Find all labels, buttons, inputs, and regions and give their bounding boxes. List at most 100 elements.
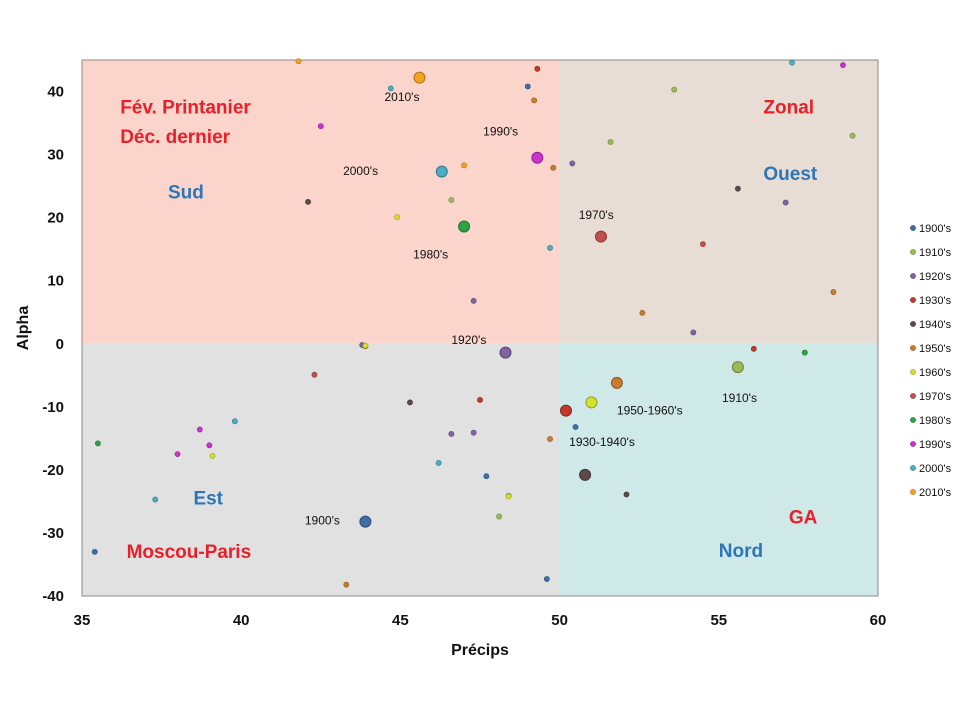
- data-point: [477, 396, 483, 403]
- legend-entry: 1960's: [919, 367, 952, 379]
- region-label: GA: [789, 507, 818, 528]
- y-tick-label: -30: [42, 525, 64, 542]
- data-point: [550, 164, 557, 171]
- y-tick-label: 30: [47, 147, 64, 164]
- data-point: [524, 83, 531, 90]
- data-point: [470, 297, 477, 304]
- y-tick-label: -10: [42, 399, 64, 416]
- y-tick-label: -40: [42, 588, 64, 605]
- data-point: [305, 198, 311, 205]
- decade-mean-point: [585, 396, 598, 409]
- legend-marker: [910, 441, 916, 447]
- x-axis-title: Précips: [451, 642, 509, 659]
- data-point: [295, 58, 302, 65]
- legend-marker: [910, 273, 916, 279]
- data-point: [470, 429, 477, 436]
- decade-label: 1930-1940's: [569, 435, 635, 449]
- legend-entry: 1930's: [919, 295, 952, 307]
- legend-entry: 1910's: [919, 247, 952, 259]
- region-label: Est: [193, 489, 223, 510]
- decade-label: 1950-1960's: [617, 403, 683, 417]
- legend-marker: [910, 249, 916, 255]
- legend-marker: [910, 369, 916, 375]
- data-point: [206, 442, 213, 449]
- quadrant-top-left: [82, 60, 560, 344]
- decade-mean-point: [359, 515, 372, 528]
- decade-mean-point: [458, 220, 471, 233]
- quadrant-backgrounds: [82, 60, 878, 596]
- y-tick-label: 40: [47, 84, 64, 101]
- decade-mean-point: [731, 361, 744, 374]
- data-point: [174, 451, 181, 458]
- legend-marker: [910, 417, 916, 423]
- legend-entry: 1980's: [919, 415, 952, 427]
- data-point: [547, 436, 553, 442]
- data-point: [789, 59, 795, 66]
- quadrant-top-right: [559, 60, 878, 344]
- legend-entry: 1920's: [919, 271, 952, 283]
- data-point: [639, 309, 646, 316]
- decade-label: 1900's: [305, 514, 340, 528]
- data-point: [448, 431, 455, 437]
- data-point: [317, 123, 324, 130]
- region-label: Sud: [168, 183, 204, 204]
- legend-marker: [910, 393, 916, 399]
- data-point: [483, 473, 490, 480]
- y-tick-label: 10: [47, 273, 64, 290]
- decade-label: 2010's: [384, 90, 419, 104]
- data-point: [801, 349, 808, 356]
- region-label: Déc. dernier: [120, 127, 230, 148]
- region-labels: Fév. Printanier Déc. dernier Sud Zonal Ouest…: [120, 98, 818, 564]
- legend-marker: [910, 489, 916, 495]
- x-tick-label: 35: [74, 612, 91, 629]
- region-label: Moscou-Paris: [127, 542, 252, 563]
- data-point: [547, 245, 553, 251]
- legend-entry: 1950's: [919, 343, 952, 355]
- plot-border: [81, 59, 879, 597]
- data-point: [95, 440, 101, 447]
- data-point: [407, 399, 413, 406]
- legend-marker: [910, 225, 916, 231]
- data-point: [671, 86, 678, 93]
- decade-label: 2000's: [343, 164, 378, 178]
- x-tick-label: 60: [870, 612, 887, 629]
- data-point: [830, 289, 837, 295]
- data-point: [209, 453, 216, 459]
- data-point: [534, 65, 541, 72]
- x-tick-label: 40: [233, 612, 250, 629]
- y-axis-ticks: -40 -30 -20 -10 0 10 20 30 40: [42, 84, 64, 605]
- legend-marker: [910, 321, 916, 327]
- legend-entry: 1940's: [919, 319, 952, 331]
- decade-mean-point: [531, 151, 544, 164]
- legend-entry: 1990's: [919, 439, 952, 451]
- region-label: Fév. Printanier: [120, 98, 251, 119]
- decade-mean-point: [559, 404, 572, 417]
- decade-mean-point: [579, 468, 592, 481]
- data-point: [91, 548, 98, 555]
- data-point: [569, 160, 576, 167]
- decade-label: 1990's: [483, 125, 518, 139]
- data-point: [531, 97, 538, 104]
- data-point: [849, 132, 856, 139]
- decade-label: 1980's: [413, 248, 448, 262]
- data-point: [750, 345, 757, 352]
- decade-mean-points: [359, 71, 744, 528]
- data-point: [311, 371, 318, 378]
- data-point: [607, 139, 614, 145]
- data-point: [505, 493, 512, 500]
- data-point: [840, 62, 846, 68]
- y-tick-label: 20: [47, 210, 64, 227]
- region-label: Ouest: [763, 164, 818, 185]
- decade-labels: 2010's 1990's 2000's 1970's 1980's 1920's 1950…: [305, 90, 757, 528]
- decade-mean-point: [594, 230, 607, 243]
- data-point: [543, 576, 550, 582]
- legend-marker: [910, 345, 916, 351]
- decade-mean-point: [499, 346, 512, 359]
- data-point: [699, 241, 706, 248]
- decade-mean-point: [435, 165, 448, 178]
- data-point: [623, 491, 630, 498]
- y-tick-label: -20: [42, 462, 64, 479]
- data-point: [690, 329, 697, 336]
- data-point: [496, 513, 503, 520]
- region-label: Nord: [719, 541, 763, 562]
